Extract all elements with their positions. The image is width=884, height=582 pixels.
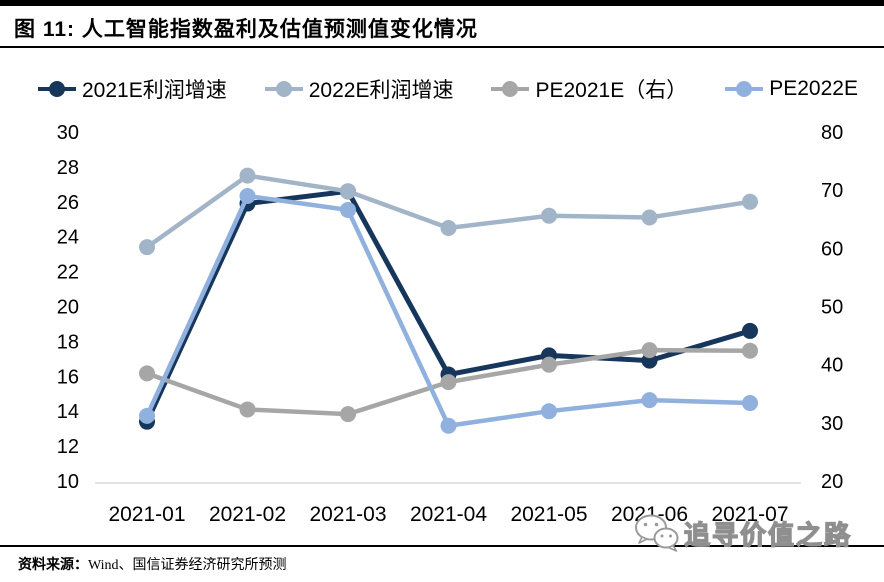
data-point-marker-series-1: [340, 183, 356, 200]
data-point-marker-series-1: [742, 193, 758, 210]
data-point-marker-series-3: [742, 395, 758, 412]
x-axis-tick-label: 2021-04: [410, 503, 487, 526]
data-point-marker-series-3: [641, 392, 658, 409]
x-axis-tick-label: 2021-01: [108, 503, 185, 526]
legend-marker-icon: [38, 81, 76, 98]
data-point-marker-series-2: [139, 365, 155, 382]
data-point-marker-series-3: [440, 417, 457, 434]
x-axis-tick-label: 2021-03: [309, 503, 386, 526]
series-line-1: [145, 173, 751, 250]
source-label: 资料来源：: [18, 558, 88, 573]
title-divider: [0, 46, 884, 48]
left-axis-tick-label: 28: [57, 157, 79, 179]
left-axis-tick-label: 20: [57, 297, 79, 319]
x-axis-tick-label: 2021-07: [711, 503, 788, 526]
data-point-marker-series-1: [139, 239, 155, 256]
left-axis-tick-label: 18: [57, 331, 79, 353]
left-axis-tick-label: 22: [57, 262, 79, 284]
source-line: 资料来源：Wind、国信证券经济研究所预测: [18, 554, 287, 574]
legend-label: 2021E利润增速: [82, 79, 227, 102]
top-rule: [0, 0, 884, 6]
data-point-marker-series-1: [239, 167, 256, 184]
legend-marker-icon: [264, 81, 303, 98]
legend-label: 2022E利润增速: [308, 79, 454, 102]
left-axis-tick-label: 30: [57, 122, 79, 144]
left-axis-tick-label: 26: [57, 192, 79, 214]
data-point-marker-series-1: [440, 219, 457, 236]
right-axis-tick-label: 50: [821, 297, 843, 319]
legend-item-pe2022e: PE2022E: [725, 77, 858, 101]
legend-label: PE2021E（右）: [535, 79, 688, 102]
right-axis-tick-label: 30: [821, 413, 843, 435]
watermark-text: 追寻价值之路: [683, 519, 853, 550]
data-point-marker-series-2: [742, 342, 758, 359]
right-axis-tick-label: 20: [821, 471, 843, 493]
bottom-divider: [0, 545, 884, 547]
left-axis-tick-label: 10: [57, 471, 79, 493]
data-point-marker-series-2: [440, 374, 457, 391]
left-axis-tick-label: 16: [57, 366, 79, 388]
left-axis-tick-label: 12: [57, 436, 79, 458]
x-axis-tick-label: 2021-05: [510, 503, 587, 526]
right-axis-tick-label: 70: [821, 180, 843, 202]
chart-legend: 2021E利润增速 2022E利润增速 PE2021E（右） PE2022E: [38, 74, 858, 104]
legend-item-2021e-profit: 2021E利润增速: [38, 74, 227, 104]
x-axis-tick-label: 2021-02: [209, 503, 286, 526]
watermark: 追寻价值之路: [632, 512, 852, 554]
data-point-marker-series-1: [541, 207, 557, 224]
right-axis-tick-label: 40: [821, 355, 843, 377]
data-point-marker-series-2: [340, 406, 356, 423]
data-point-marker-series-3: [239, 187, 256, 204]
source-text: Wind、国信证券经济研究所预测: [88, 558, 287, 573]
data-point-marker-series-1: [641, 209, 658, 226]
right-axis-tick-label: 60: [821, 238, 843, 260]
data-point-marker-series-2: [541, 356, 557, 373]
wechat-icon: [635, 514, 679, 552]
left-axis-tick-label: 14: [57, 401, 79, 423]
figure-title: 图 11: 人工智能指数盈利及估值预测值变化情况: [14, 18, 478, 41]
legend-item-2022e-profit: 2022E利润增速: [264, 74, 454, 104]
data-point-marker-series-3: [340, 201, 356, 218]
data-point-marker-series-3: [139, 407, 155, 424]
legend-label: PE2022E: [769, 77, 858, 100]
data-point-marker-series-3: [541, 403, 557, 420]
legend-item-pe2021e: PE2021E（右）: [491, 74, 687, 104]
left-axis-tick-label: 24: [57, 227, 79, 249]
data-point-marker-series-2: [641, 342, 658, 359]
legend-marker-icon: [725, 81, 764, 98]
data-point-marker-series-2: [239, 401, 256, 418]
legend-marker-icon: [491, 81, 530, 98]
right-axis-tick-label: 80: [821, 122, 843, 144]
data-point-marker-series-0: [742, 322, 758, 339]
x-axis-tick-label: 2021-06: [611, 503, 688, 526]
